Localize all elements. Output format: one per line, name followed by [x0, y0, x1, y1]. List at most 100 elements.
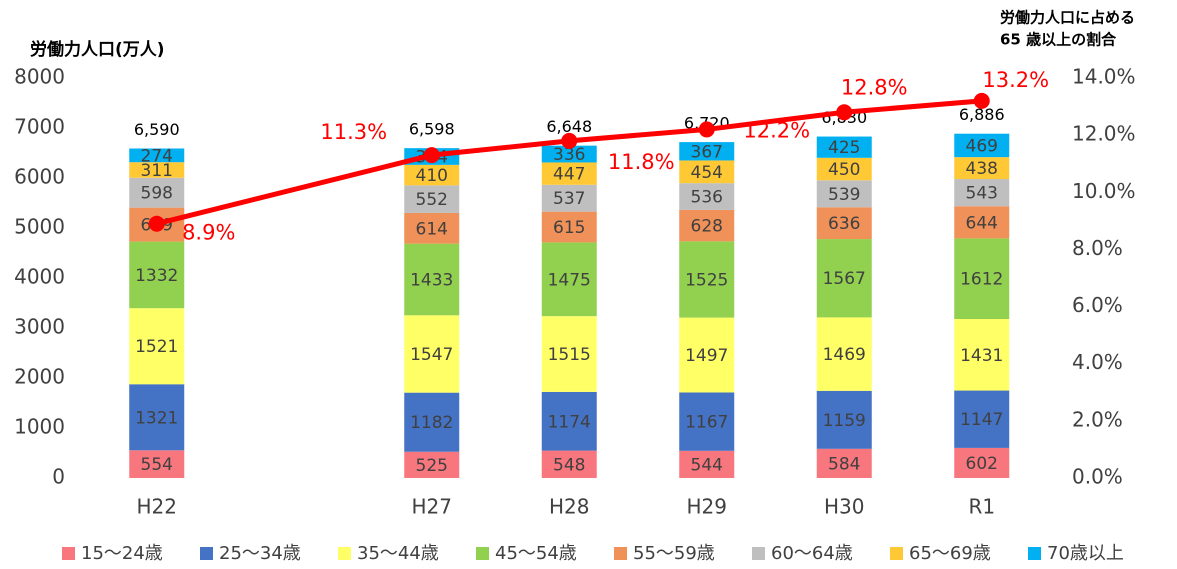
legend-label: 60～64歳 — [771, 543, 853, 564]
bar-segment — [129, 384, 185, 451]
segment-label: 1174 — [548, 412, 591, 432]
segment-label: 536 — [691, 188, 723, 208]
bar-segment — [541, 450, 597, 478]
segment-label: 644 — [966, 213, 998, 233]
total-label: 6,648 — [546, 117, 592, 136]
segment-label: 548 — [553, 455, 585, 475]
bar-segment — [679, 317, 735, 393]
legend-swatch — [752, 547, 765, 560]
bar-segment — [679, 209, 735, 242]
x-tick-label: H22 — [137, 495, 178, 519]
segment-label: 636 — [828, 214, 860, 234]
bar-segment — [129, 148, 185, 163]
bar-segment — [954, 133, 1010, 158]
bar-segment — [129, 162, 185, 178]
segment-label: 454 — [691, 163, 723, 183]
line-point — [148, 215, 165, 232]
line-label: 13.2% — [982, 68, 1049, 92]
bar-segment — [954, 157, 1010, 180]
segment-label: 543 — [966, 184, 998, 204]
bar-segment — [816, 317, 872, 391]
y-tick-label: 7000 — [14, 115, 65, 139]
x-tick-label: R1 — [968, 495, 995, 519]
line-point — [561, 132, 578, 149]
x-tick-label: H27 — [412, 495, 453, 519]
y2-tick-label: 14.0% — [1072, 65, 1136, 89]
bar-segment — [954, 206, 1010, 239]
segment-label: 438 — [966, 159, 998, 179]
line-point — [698, 121, 715, 138]
bar-segment — [816, 239, 872, 318]
bar-segment — [954, 319, 1010, 391]
segment-label: 1497 — [685, 346, 728, 366]
bar-segment — [679, 160, 735, 184]
y-tick-label: 6000 — [14, 165, 65, 189]
segment-label: 1612 — [960, 270, 1003, 290]
y-tick-label: 5000 — [14, 215, 65, 239]
segment-label: 1469 — [823, 345, 866, 365]
y2-tick-label: 4.0% — [1072, 350, 1123, 374]
bar-segment — [404, 164, 460, 186]
segment-label: 1167 — [685, 413, 728, 433]
legend-swatch — [476, 547, 489, 560]
segment-label: 1547 — [410, 345, 453, 365]
bar-segment — [954, 447, 1010, 478]
bar-segment — [954, 238, 1010, 319]
legend-swatch — [62, 547, 75, 560]
bar-segment — [404, 451, 460, 478]
segment-label: 274 — [141, 146, 173, 166]
bar-segment — [129, 450, 185, 478]
legend-swatch — [338, 547, 351, 560]
bar-segment — [541, 242, 597, 317]
bar-segment — [129, 241, 185, 309]
segment-label: 615 — [553, 218, 585, 238]
bar-segment — [541, 316, 597, 392]
segment-label: 584 — [828, 454, 860, 474]
y-axis-title: 労働力人口(万人) — [30, 39, 165, 60]
bar-segment — [404, 212, 460, 244]
bar-segment — [954, 390, 1010, 448]
bar-segment — [404, 185, 460, 213]
line-point — [423, 147, 440, 164]
segment-label: 1159 — [823, 411, 866, 431]
segment-label: 628 — [691, 217, 723, 237]
segment-label: 552 — [416, 190, 448, 210]
legend-swatch — [1028, 547, 1041, 560]
x-tick-label: H28 — [549, 495, 590, 519]
bar-segment — [404, 392, 460, 452]
line-point — [836, 104, 853, 121]
bar-segment — [816, 136, 872, 158]
line-point — [973, 92, 990, 109]
line-label: 11.8% — [608, 150, 675, 174]
legend-label: 70歳以上 — [1047, 543, 1124, 564]
bar-segment — [679, 142, 735, 161]
bar-segment — [816, 180, 872, 208]
segment-label: 311 — [141, 161, 173, 181]
bar-segment — [679, 450, 735, 478]
y2-tick-label: 12.0% — [1072, 122, 1136, 146]
line-label: 8.9% — [182, 221, 235, 245]
segment-label: 1332 — [135, 266, 178, 286]
segment-label: 1431 — [960, 346, 1003, 366]
bar-segment — [954, 179, 1010, 207]
segment-label: 450 — [828, 160, 860, 180]
segment-label: 425 — [828, 138, 860, 158]
y-tick-label: 8000 — [14, 65, 65, 89]
legend-label: 65～69歳 — [909, 543, 991, 564]
segment-label: 614 — [416, 219, 448, 239]
line-label: 12.2% — [743, 118, 810, 142]
bar-segment — [679, 241, 735, 318]
y-tick-label: 4000 — [14, 265, 65, 289]
segment-label: 554 — [141, 455, 173, 475]
segment-label: 410 — [416, 166, 448, 186]
segment-label: 544 — [691, 455, 723, 475]
bar-segment — [816, 448, 872, 478]
segment-label: 537 — [553, 189, 585, 209]
bar-segment — [541, 162, 597, 185]
legend-label: 45～54歳 — [495, 543, 577, 564]
segment-label: 447 — [553, 165, 585, 185]
bar-segment — [541, 211, 597, 243]
y2-tick-label: 10.0% — [1072, 179, 1136, 203]
legend-label: 55～59歳 — [633, 543, 715, 564]
